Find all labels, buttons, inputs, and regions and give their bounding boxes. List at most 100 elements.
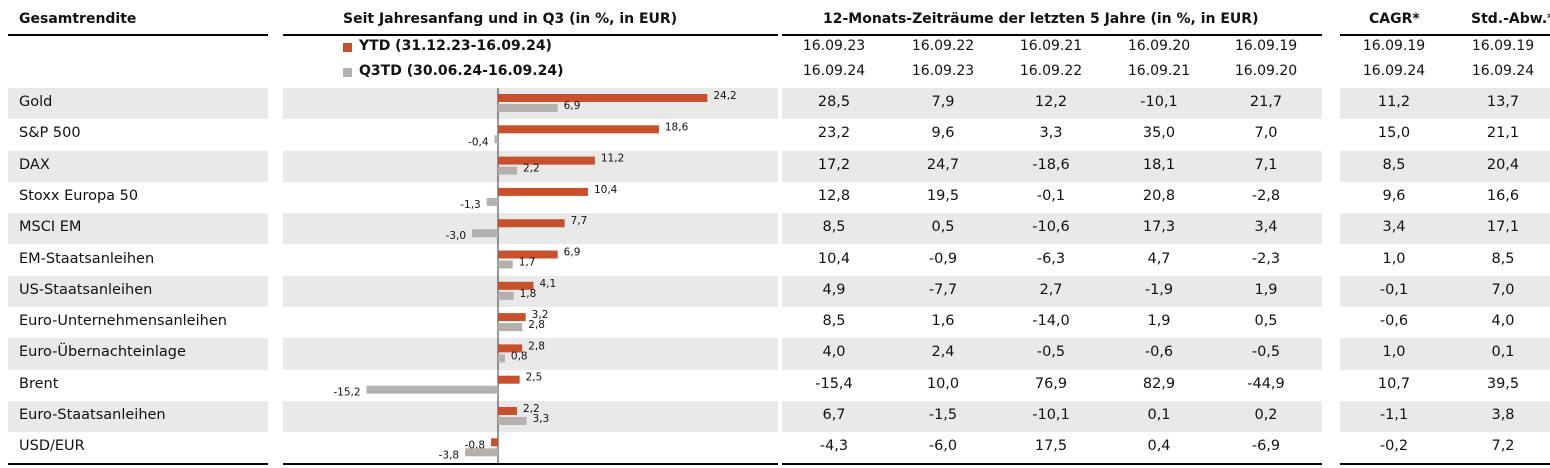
- cagr-value: 1,0: [1382, 344, 1406, 361]
- q3td-data-label: 6,9: [564, 100, 581, 112]
- row-band: [1340, 150, 1550, 182]
- std-value: 21,1: [1486, 125, 1520, 142]
- period-value: 82,9: [1142, 375, 1176, 392]
- q3td-data-label: 1,8: [520, 288, 537, 300]
- ytd-bar: [498, 250, 558, 259]
- period-value: 28,5: [817, 94, 851, 110]
- label-column-header: Gesamtrendite: [19, 11, 137, 27]
- ytd-data-label: 18,6: [665, 121, 689, 133]
- ytd-data-label: 4,1: [539, 278, 556, 290]
- period-end-date: 16.09.22: [1019, 63, 1083, 79]
- period-value: 24,7: [926, 156, 960, 173]
- period-value: 7,1: [1254, 156, 1278, 173]
- period-value: 21,7: [1249, 94, 1283, 110]
- period-value: -14,0: [1032, 313, 1070, 330]
- q3td-bar: [498, 166, 518, 175]
- period-end-date: 16.09.24: [802, 63, 866, 79]
- row-label: Euro-Unternehmensanleihen: [19, 313, 227, 330]
- period-value: 76,9: [1034, 375, 1068, 392]
- q3td-data-label: -0,4: [468, 136, 489, 148]
- period-value: 1,6: [931, 313, 955, 330]
- row-band: [782, 88, 1322, 120]
- period-value: -6,0: [928, 438, 958, 455]
- ytd-data-label: 11,2: [601, 153, 624, 165]
- ytd-data-label: 2,8: [528, 340, 545, 352]
- ytd-bar: [498, 125, 659, 134]
- std-end-date: 16.09.24: [1471, 63, 1535, 79]
- q3td-data-label: 3,3: [533, 413, 550, 425]
- std-value: 3,8: [1491, 407, 1515, 423]
- period-value: -6,9: [1251, 438, 1281, 455]
- row-band: [782, 213, 1322, 245]
- period-start-date: 16.09.19: [1234, 38, 1298, 54]
- q3td-bar: [366, 385, 498, 394]
- period-value: 10,0: [926, 375, 960, 392]
- period-value: 2,4: [931, 344, 955, 361]
- q3td-data-label: -3,0: [446, 230, 467, 242]
- q3td-bar: [498, 260, 513, 269]
- period-value: 4,0: [822, 344, 846, 361]
- row-band: [283, 401, 778, 433]
- cagr-value: 3,4: [1382, 219, 1406, 236]
- period-value: 20,8: [1142, 187, 1176, 204]
- q3td-data-label: 2,8: [528, 319, 545, 331]
- cagr-start-date: 16.09.19: [1362, 38, 1426, 54]
- cagr-value: -0,6: [1379, 313, 1409, 330]
- q3td-bar: [465, 448, 498, 457]
- ytd-bar: [498, 407, 518, 415]
- period-value: 8,5: [822, 313, 846, 330]
- header-rule-stats: [1340, 34, 1550, 36]
- period-value: -0,5: [1036, 344, 1066, 361]
- ytd-bar: [498, 344, 523, 353]
- q3td-bar: [498, 291, 514, 300]
- row-label: Brent: [19, 375, 59, 392]
- period-value: 3,3: [1039, 125, 1063, 142]
- row-band: [1340, 213, 1550, 245]
- q3td-bar: [494, 135, 498, 144]
- period-value: 4,7: [1147, 250, 1171, 267]
- period-value: -0,9: [928, 250, 958, 267]
- ytd-data-label: 2,5: [526, 372, 543, 384]
- std-value: 16,6: [1486, 187, 1520, 204]
- cagr-value: 1,0: [1382, 250, 1406, 267]
- header-rule-labels: [8, 34, 268, 36]
- period-value: -0,1: [1036, 187, 1066, 204]
- row-band: [8, 338, 268, 370]
- header-rule-periods: [782, 34, 1322, 36]
- q3td-bar: [498, 354, 505, 363]
- row-band: [1340, 401, 1550, 433]
- cagr-value: 8,5: [1382, 156, 1406, 173]
- period-value: 35,0: [1142, 125, 1176, 142]
- row-band: [283, 150, 778, 182]
- period-start-date: 16.09.20: [1127, 38, 1191, 54]
- ytd-bar: [491, 438, 498, 447]
- cagr-value: 9,6: [1382, 187, 1406, 204]
- std-value: 20,4: [1486, 156, 1520, 173]
- period-value: 0,5: [1254, 313, 1278, 330]
- row-label: EM-Staatsanleihen: [19, 250, 155, 267]
- std-value: 13,7: [1486, 94, 1520, 110]
- cagr-column-header: CAGR*: [1369, 11, 1420, 27]
- period-value: -0,6: [1144, 344, 1174, 361]
- row-band: [8, 88, 268, 120]
- row-band: [283, 275, 778, 308]
- std-value: 7,2: [1491, 438, 1515, 455]
- row-band: [8, 275, 268, 308]
- row-label: USD/EUR: [19, 438, 85, 455]
- cagr-value: 11,2: [1377, 94, 1411, 110]
- row-label: Stoxx Europa 50: [19, 187, 139, 204]
- row-label: Gold: [19, 94, 53, 110]
- chart-column-header: Seit Jahresanfang und in Q3 (in %, in EU…: [343, 11, 678, 27]
- cagr-value: -0,1: [1379, 281, 1409, 298]
- row-band: [1340, 338, 1550, 370]
- header-rule-chart: [283, 34, 778, 36]
- ytd-bar: [498, 219, 565, 228]
- ytd-data-label: 3,2: [532, 309, 549, 321]
- period-value: -2,8: [1251, 187, 1281, 204]
- std-start-date: 16.09.19: [1471, 38, 1535, 54]
- std-value: 17,1: [1486, 219, 1520, 236]
- row-band: [1340, 275, 1550, 308]
- row-band: [283, 213, 778, 245]
- row-band: [8, 213, 268, 245]
